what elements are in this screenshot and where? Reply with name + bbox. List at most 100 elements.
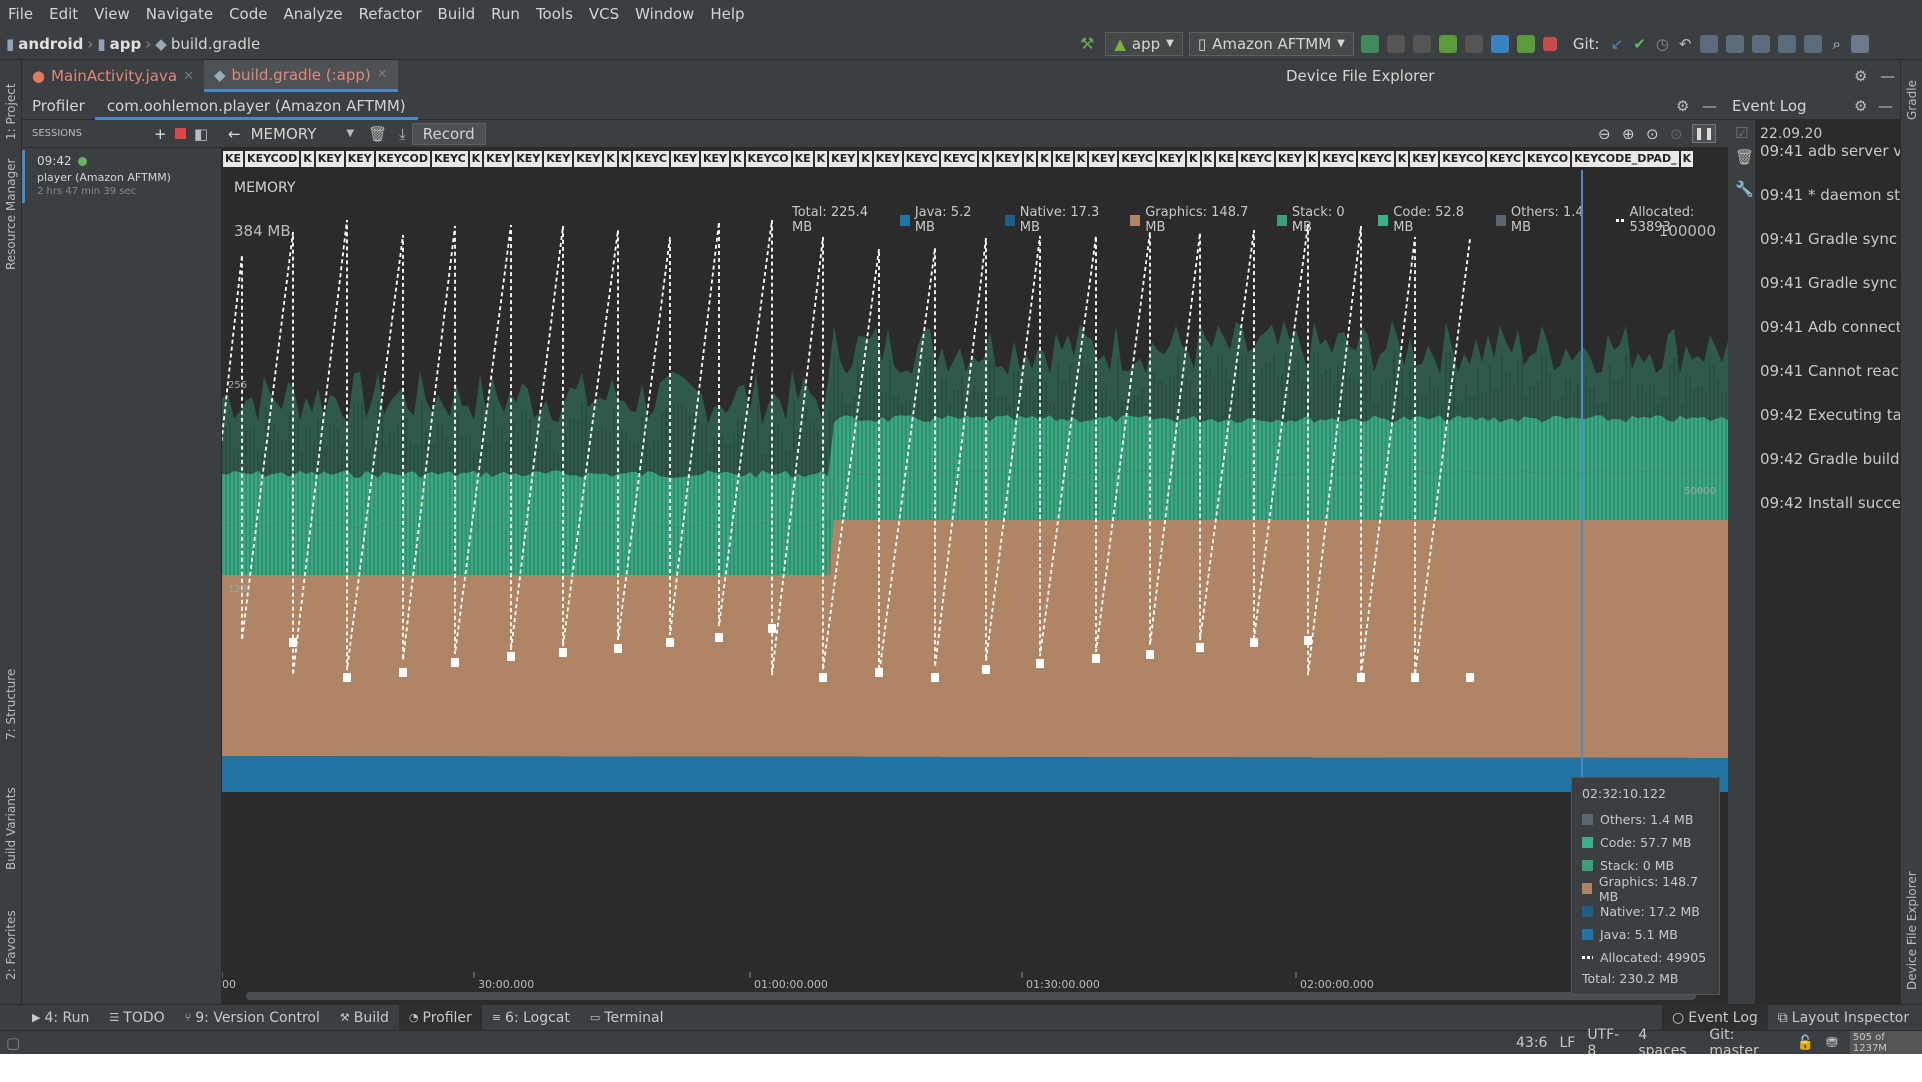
tool-todo[interactable]: ☰ TODO bbox=[99, 1005, 174, 1031]
timeline-scrollbar[interactable] bbox=[246, 992, 1696, 1000]
git-rollback-icon[interactable]: ↶ bbox=[1678, 34, 1692, 53]
apply-changes-icon[interactable] bbox=[1360, 34, 1379, 53]
key-event-marker[interactable]: K bbox=[1023, 151, 1037, 167]
gc-event-marker[interactable] bbox=[289, 638, 297, 647]
event-log-text[interactable]: adb server ve bbox=[1808, 142, 1900, 160]
layout-inspector-icon[interactable] bbox=[1804, 34, 1823, 53]
status-toggle-icon[interactable]: ▢ bbox=[6, 1033, 21, 1052]
close-icon[interactable]: ✕ bbox=[183, 68, 194, 84]
event-log-text[interactable]: Gradle build f bbox=[1808, 450, 1900, 468]
tool-device-file-explorer[interactable]: Device File Explorer bbox=[1905, 871, 1919, 990]
stop-session-icon[interactable] bbox=[175, 128, 186, 139]
key-event-marker[interactable]: KEYCODE_DPAD_ bbox=[1572, 151, 1679, 167]
gear-icon[interactable]: ⚙ bbox=[1854, 67, 1868, 85]
key-event-marker[interactable]: KEY bbox=[315, 151, 344, 167]
minimize-icon[interactable]: — bbox=[1702, 96, 1717, 115]
key-event-marker[interactable]: KEYC bbox=[941, 151, 978, 167]
key-event-marker[interactable]: KEY bbox=[873, 151, 902, 167]
gc-event-marker[interactable] bbox=[819, 673, 827, 682]
add-session-icon[interactable]: + bbox=[154, 124, 167, 143]
hammer-icon[interactable]: ⚒ bbox=[1080, 34, 1095, 53]
key-event-marker[interactable]: KEY bbox=[1157, 151, 1186, 167]
record-button[interactable]: Record bbox=[411, 122, 486, 145]
collapse-panel-icon[interactable]: ◧ bbox=[194, 124, 209, 143]
lock-icon[interactable]: 🔓 bbox=[1796, 1035, 1815, 1051]
breadcrumb-project[interactable]: android bbox=[18, 34, 84, 53]
key-event-marker[interactable]: KE bbox=[792, 151, 813, 167]
avd-manager-icon[interactable] bbox=[1778, 34, 1797, 53]
menu-help[interactable]: Help bbox=[710, 5, 745, 23]
minimize-icon[interactable]: — bbox=[1880, 67, 1895, 85]
force-gc-icon[interactable]: 🗑 bbox=[368, 124, 388, 143]
sync-gradle-icon[interactable] bbox=[1752, 34, 1771, 53]
menu-analyze[interactable]: Analyze bbox=[283, 5, 343, 23]
close-icon[interactable]: ✕ bbox=[376, 67, 388, 82]
gc-event-marker[interactable] bbox=[451, 658, 459, 667]
menu-edit[interactable]: Edit bbox=[49, 5, 79, 23]
zoom-in-icon[interactable]: ⊕ bbox=[1622, 124, 1635, 143]
gc-event-marker[interactable] bbox=[1196, 643, 1204, 652]
key-event-marker[interactable]: K bbox=[731, 151, 744, 167]
wrench-icon[interactable]: 🔧 bbox=[1735, 180, 1754, 198]
tool-build[interactable]: ⚒ Build bbox=[330, 1005, 399, 1031]
tool-resource-manager[interactable]: Resource Manager bbox=[4, 158, 18, 270]
git-history-icon[interactable]: ◷ bbox=[1655, 34, 1669, 53]
key-event-marker[interactable]: KEY bbox=[670, 151, 699, 167]
key-event-marker[interactable]: KEY bbox=[544, 151, 573, 167]
key-event-marker[interactable]: K bbox=[1680, 151, 1694, 167]
gc-event-marker[interactable] bbox=[1357, 673, 1365, 682]
minimize-icon[interactable]: — bbox=[1878, 96, 1893, 115]
search-icon[interactable]: ⌕ bbox=[1832, 34, 1841, 53]
menu-navigate[interactable]: Navigate bbox=[145, 5, 214, 23]
line-separator[interactable]: LF bbox=[1559, 1035, 1576, 1051]
gear-icon[interactable]: ⚙ bbox=[1676, 96, 1690, 115]
key-event-marker[interactable]: KEYC bbox=[1358, 151, 1394, 167]
cursor-position[interactable]: 43:6 bbox=[1516, 1035, 1548, 1051]
key-event-marker[interactable]: K bbox=[1395, 151, 1409, 167]
event-log-entry[interactable]: 09:41 Cannot reach bbox=[1760, 362, 1900, 380]
key-event-marker[interactable]: KEYCO bbox=[1440, 151, 1486, 167]
tool-gradle[interactable]: Gradle bbox=[1905, 80, 1919, 120]
menu-tools[interactable]: Tools bbox=[535, 5, 573, 23]
coverage-icon[interactable] bbox=[1412, 34, 1431, 53]
key-event-marker[interactable]: KEYC bbox=[1320, 151, 1357, 167]
menu-build[interactable]: Build bbox=[437, 5, 476, 23]
profiler-process-tab[interactable]: com.oohlemon.player (Amazon AFTMM) bbox=[94, 92, 418, 120]
project-structure-icon[interactable] bbox=[1700, 34, 1719, 53]
key-event-marker[interactable]: K bbox=[618, 151, 632, 167]
tool-build-variants[interactable]: Build Variants bbox=[4, 787, 18, 870]
gc-event-marker[interactable] bbox=[1146, 650, 1154, 659]
gc-event-marker[interactable] bbox=[768, 624, 776, 633]
tab-mainactivity[interactable]: ● MainActivity.java ✕ bbox=[22, 60, 204, 92]
git-commit-icon[interactable]: ✔ bbox=[1633, 34, 1646, 53]
clear-all-icon[interactable]: 🗑 bbox=[1735, 148, 1755, 166]
gc-event-marker[interactable] bbox=[1466, 673, 1474, 682]
event-log-entry[interactable]: 09:42 Install succes bbox=[1760, 494, 1900, 512]
tool-6-logcat[interactable]: ≡ 6: Logcat bbox=[482, 1005, 580, 1031]
menu-window[interactable]: Window bbox=[635, 5, 695, 23]
key-event-marker[interactable]: K bbox=[814, 151, 828, 167]
sdk-manager-icon[interactable] bbox=[1726, 34, 1745, 53]
event-log-text[interactable]: Gradle sync fi bbox=[1808, 274, 1900, 292]
key-event-marker[interactable]: KEY bbox=[574, 151, 603, 167]
key-event-marker[interactable]: KEYC bbox=[903, 151, 940, 167]
debug-icon[interactable] bbox=[1438, 34, 1457, 53]
zoom-out-icon[interactable]: ⊖ bbox=[1598, 124, 1611, 143]
gc-event-marker[interactable] bbox=[559, 648, 567, 657]
key-event-marker[interactable]: KEYC bbox=[1487, 151, 1524, 167]
tool-terminal[interactable]: ▭ Terminal bbox=[580, 1005, 674, 1031]
gc-event-marker[interactable] bbox=[399, 668, 407, 677]
key-event-marker[interactable]: KEY bbox=[1089, 151, 1118, 167]
event-log-entry[interactable]: 09:42 Gradle build f bbox=[1760, 450, 1900, 468]
key-event-marker[interactable]: KEY bbox=[1275, 151, 1304, 167]
event-log-entry[interactable]: 09:41 * daemon sta bbox=[1760, 186, 1900, 204]
key-event-marker[interactable]: KEY bbox=[514, 151, 543, 167]
event-log-text[interactable]: Install succes bbox=[1808, 494, 1900, 512]
gc-event-marker[interactable] bbox=[1092, 654, 1100, 663]
key-event-marker[interactable]: KEYCOD bbox=[245, 151, 300, 167]
key-event-marker[interactable]: K bbox=[859, 151, 872, 167]
file-encoding[interactable]: UTF-8 bbox=[1587, 1027, 1620, 1059]
key-event-marker[interactable]: K bbox=[1038, 151, 1051, 167]
